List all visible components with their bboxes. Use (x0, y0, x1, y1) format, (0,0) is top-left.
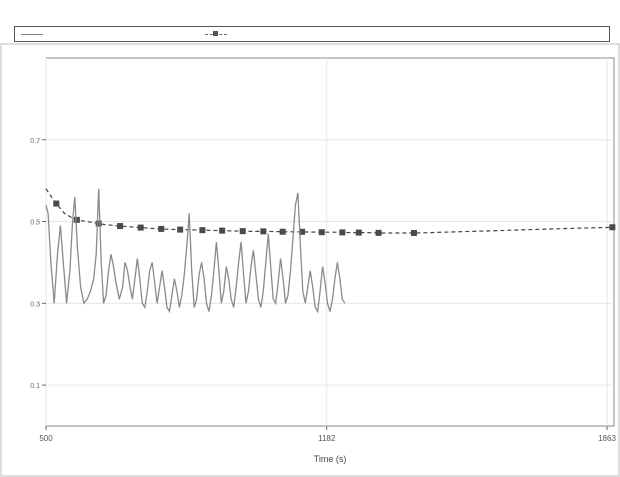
y-tick-label: 0.3 (30, 301, 40, 308)
series-1-marker (219, 227, 226, 234)
series-line-2 (45, 188, 346, 314)
series-1-marker (609, 224, 616, 231)
series-1-marker (260, 228, 267, 235)
legend (14, 26, 610, 42)
x-tick-label: 500 (39, 434, 53, 443)
x-tick-label: 1182 (318, 434, 336, 443)
plot-area (45, 57, 615, 427)
y-tick-label: 0.1 (30, 383, 40, 390)
series-1-marker (318, 229, 325, 236)
series-1-marker (375, 229, 382, 236)
series-1-marker (137, 224, 144, 231)
series-layer (45, 188, 616, 314)
legend-swatch-dashed-square (205, 30, 227, 38)
legend-swatch-solid (21, 30, 43, 38)
axis-layer: Time (s) 0.7 0.5 0.3 0.1 500 1182 1863 (30, 138, 616, 464)
series-1-marker (339, 229, 346, 236)
series-1-marker (410, 230, 417, 237)
series-1-marker (53, 200, 60, 207)
series-1-marker (117, 223, 124, 230)
series-1-marker (73, 216, 80, 223)
x-axis-label: Time (s) (314, 454, 347, 464)
legend-entry-series-1 (205, 28, 231, 40)
series-1-marker (199, 227, 206, 234)
legend-entry-series-2 (21, 28, 47, 40)
x-tick-label: 1863 (598, 434, 616, 443)
y-tick-label: 0.7 (30, 138, 40, 145)
series-1-marker (177, 226, 184, 233)
series-1-marker (239, 228, 246, 235)
series-1-marker (355, 229, 362, 236)
grid (45, 58, 614, 426)
series-1-marker (299, 228, 306, 235)
series-1-marker (279, 228, 286, 235)
outer-border (0, 43, 620, 477)
series-1-marker (158, 225, 165, 232)
y-tick-label: 0.5 (30, 220, 40, 227)
series-1-marker (95, 220, 102, 227)
